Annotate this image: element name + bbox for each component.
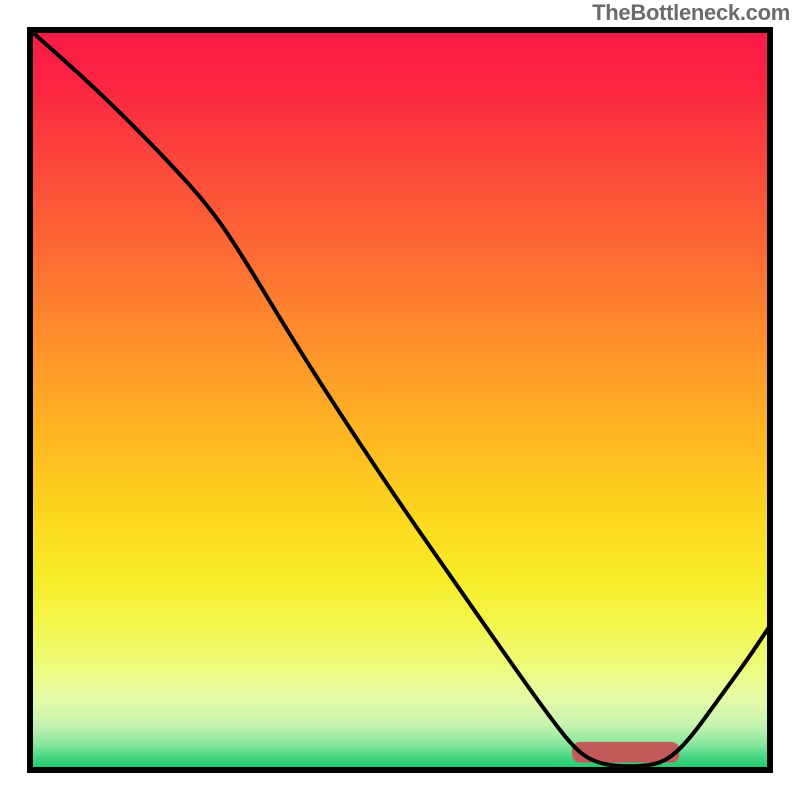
chart-svg bbox=[0, 0, 800, 800]
watermark-text: TheBottleneck.com bbox=[592, 0, 790, 26]
gradient-background bbox=[30, 30, 770, 770]
chart-canvas: TheBottleneck.com bbox=[0, 0, 800, 800]
